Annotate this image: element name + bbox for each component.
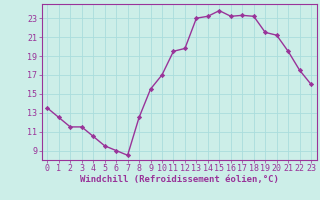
X-axis label: Windchill (Refroidissement éolien,°C): Windchill (Refroidissement éolien,°C) xyxy=(80,175,279,184)
